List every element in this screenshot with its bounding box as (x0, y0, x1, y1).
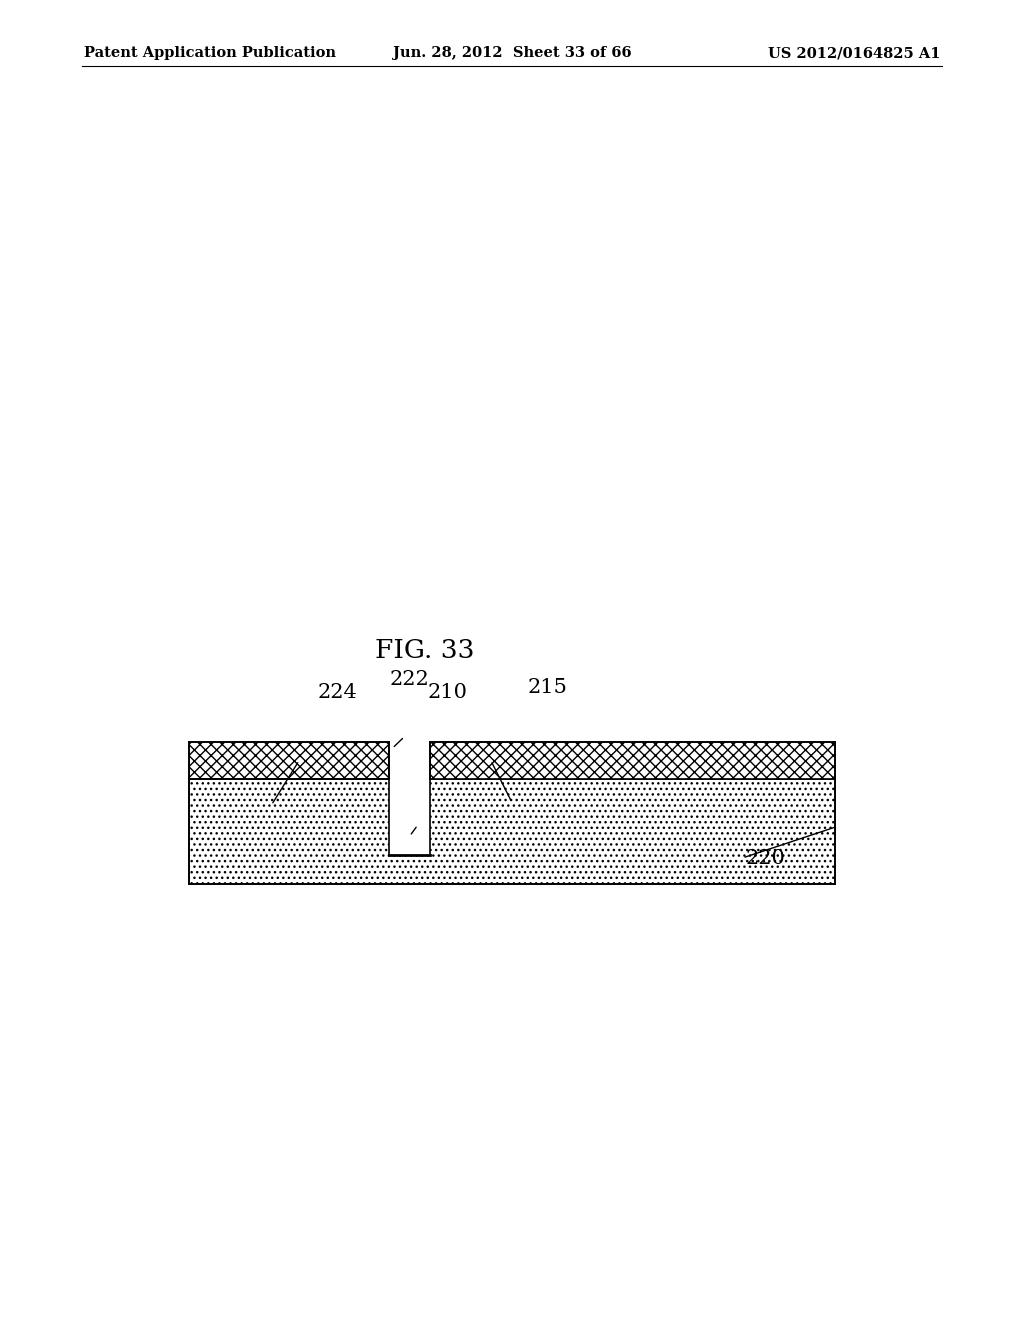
Bar (189, 779, 835, 884)
Text: 222: 222 (390, 671, 429, 689)
Bar (189, 742, 389, 779)
Text: Jun. 28, 2012  Sheet 33 of 66: Jun. 28, 2012 Sheet 33 of 66 (392, 46, 632, 61)
Text: 224: 224 (318, 684, 357, 702)
Bar (189, 742, 389, 779)
Bar (430, 742, 835, 779)
Text: 215: 215 (528, 678, 567, 697)
Bar (389, 742, 430, 855)
Text: Patent Application Publication: Patent Application Publication (84, 46, 336, 61)
Text: FIG. 33: FIG. 33 (375, 638, 475, 663)
Bar (430, 742, 835, 779)
Bar (189, 779, 835, 884)
Text: US 2012/0164825 A1: US 2012/0164825 A1 (768, 46, 940, 61)
Text: 220: 220 (745, 849, 785, 867)
Text: 210: 210 (427, 684, 468, 702)
